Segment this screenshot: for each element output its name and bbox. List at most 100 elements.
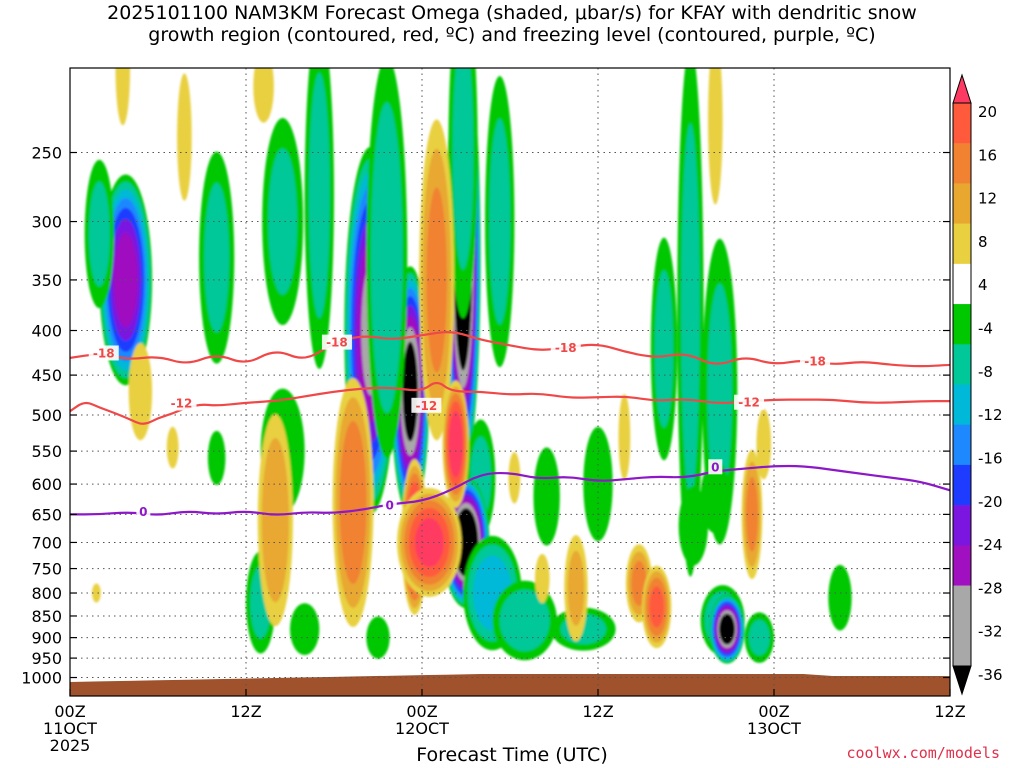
omega-level xyxy=(828,564,852,631)
x-tick-label: 00Z xyxy=(406,702,437,721)
omega-blob xyxy=(115,68,131,126)
colorbar-label: -8 xyxy=(978,363,993,381)
chart-title-line1: 2025101100 NAM3KM Forecast Omega (shaded… xyxy=(107,2,917,24)
omega-level xyxy=(88,181,110,287)
omega-level xyxy=(756,408,772,480)
contour-label: -18 xyxy=(321,334,352,350)
omega-level xyxy=(289,603,320,656)
colorbar-swatch xyxy=(953,223,971,265)
omega-blob xyxy=(677,68,704,577)
omega-level xyxy=(128,342,153,441)
omega-blob xyxy=(508,451,521,504)
omega-level xyxy=(268,148,298,295)
contour-label-text: -12 xyxy=(738,396,760,410)
colorbar-label: 16 xyxy=(978,146,997,164)
contour-label-bg xyxy=(88,345,119,361)
x-tick-label: 00Z xyxy=(54,702,85,721)
contour-label-text: 0 xyxy=(711,460,719,474)
omega-level xyxy=(261,438,289,603)
omega-level xyxy=(204,182,230,333)
omega-blob xyxy=(84,159,115,309)
contour-label-text: 0 xyxy=(139,505,147,519)
x-tick-label: 12Z xyxy=(582,702,613,721)
omega-level xyxy=(700,459,731,534)
y-axis: 250 300 350 400 450 500 550 600 650 700 750 800 850 9… xyxy=(21,144,950,688)
omega-level xyxy=(448,410,463,478)
colorbar-swatch xyxy=(953,585,971,627)
y-tick-label: 650 xyxy=(31,505,62,524)
y-tick-label: 300 xyxy=(31,213,62,232)
omega-blob xyxy=(92,583,101,603)
omega-level xyxy=(426,187,447,373)
contour-label-text: -18 xyxy=(93,346,115,360)
omega-level xyxy=(92,583,101,603)
colorbar-swatch xyxy=(953,143,971,184)
colorbar-swatch xyxy=(953,505,971,546)
terrain xyxy=(70,674,950,696)
contour-line xyxy=(70,464,950,516)
colorbar: 20 16 12 8 4 -4 -8 -12 -16 -20 -24 -28 -32 -36 xyxy=(952,73,1003,696)
colorbar-label: 4 xyxy=(978,276,988,294)
y-tick-label: 750 xyxy=(31,560,62,579)
colorbar-label: -4 xyxy=(978,320,993,338)
colorbar-swatch xyxy=(953,625,971,667)
omega-level xyxy=(618,393,631,481)
x-axis-label: Forecast Time (UTC) xyxy=(416,744,608,766)
omega-level xyxy=(166,426,179,469)
omega-level xyxy=(207,430,226,486)
colorbar-label: -12 xyxy=(978,406,1003,424)
omega-blob xyxy=(448,68,478,319)
omega-level xyxy=(508,451,521,504)
contour-label-bg xyxy=(550,340,581,356)
colorbar-swatch xyxy=(953,384,971,426)
omega-blob xyxy=(419,119,455,441)
chart-title-line2: growth region (contoured, red, ºC) and f… xyxy=(148,24,876,46)
y-tick-label: 600 xyxy=(31,475,62,494)
y-tick-label: 850 xyxy=(31,607,62,626)
contour-label-bg xyxy=(321,334,352,350)
colorbar-swatch xyxy=(953,344,971,385)
omega-blob xyxy=(177,73,192,201)
colorbar-swatch xyxy=(953,263,971,305)
colorbar-label: -24 xyxy=(978,536,1003,554)
contour-label: 0 xyxy=(382,497,397,513)
omega-blob xyxy=(304,68,335,369)
colorbar-swatch xyxy=(953,304,971,345)
omega-blob xyxy=(709,594,745,664)
contour-label: -18 xyxy=(800,353,831,369)
omega-level xyxy=(681,123,700,499)
omega-level xyxy=(499,589,550,652)
omega-blob xyxy=(332,378,374,628)
contour-label: 0 xyxy=(136,504,151,520)
y-tick-label: 250 xyxy=(31,144,62,163)
colorbar-label: -16 xyxy=(978,450,1003,468)
contour-label-text: 0 xyxy=(386,499,394,513)
omega-blob xyxy=(828,564,852,631)
omega-blob xyxy=(397,487,462,597)
omega-blob xyxy=(257,414,293,627)
omega-level xyxy=(370,102,403,413)
y-tick-label: 900 xyxy=(31,629,62,648)
omega-blob xyxy=(199,151,235,364)
contour-label: -12 xyxy=(166,395,197,411)
credit-text: coolwx.com/models xyxy=(846,744,1000,762)
colorbar-swatch xyxy=(953,424,971,466)
omega-blob xyxy=(366,68,408,459)
omega-level xyxy=(649,586,664,628)
contour-label-bg xyxy=(411,397,442,413)
omega-blob xyxy=(262,118,304,326)
omega-level xyxy=(308,72,330,319)
contour-label: -18 xyxy=(88,345,119,361)
colorbar-label: -20 xyxy=(978,493,1003,511)
omega-level xyxy=(719,613,735,645)
colorbar-frame xyxy=(952,102,972,667)
omega-level xyxy=(748,619,770,656)
contour-label: 0 xyxy=(708,459,723,475)
contour-labels: -18 -18 -18 -18 -12 -12 -12 0 0 0 xyxy=(88,334,831,520)
omega-blob xyxy=(533,447,560,546)
omega-blob xyxy=(618,393,631,481)
omega-blob xyxy=(641,565,672,649)
y-tick-label: 400 xyxy=(31,322,62,341)
omega-blob xyxy=(650,237,678,461)
